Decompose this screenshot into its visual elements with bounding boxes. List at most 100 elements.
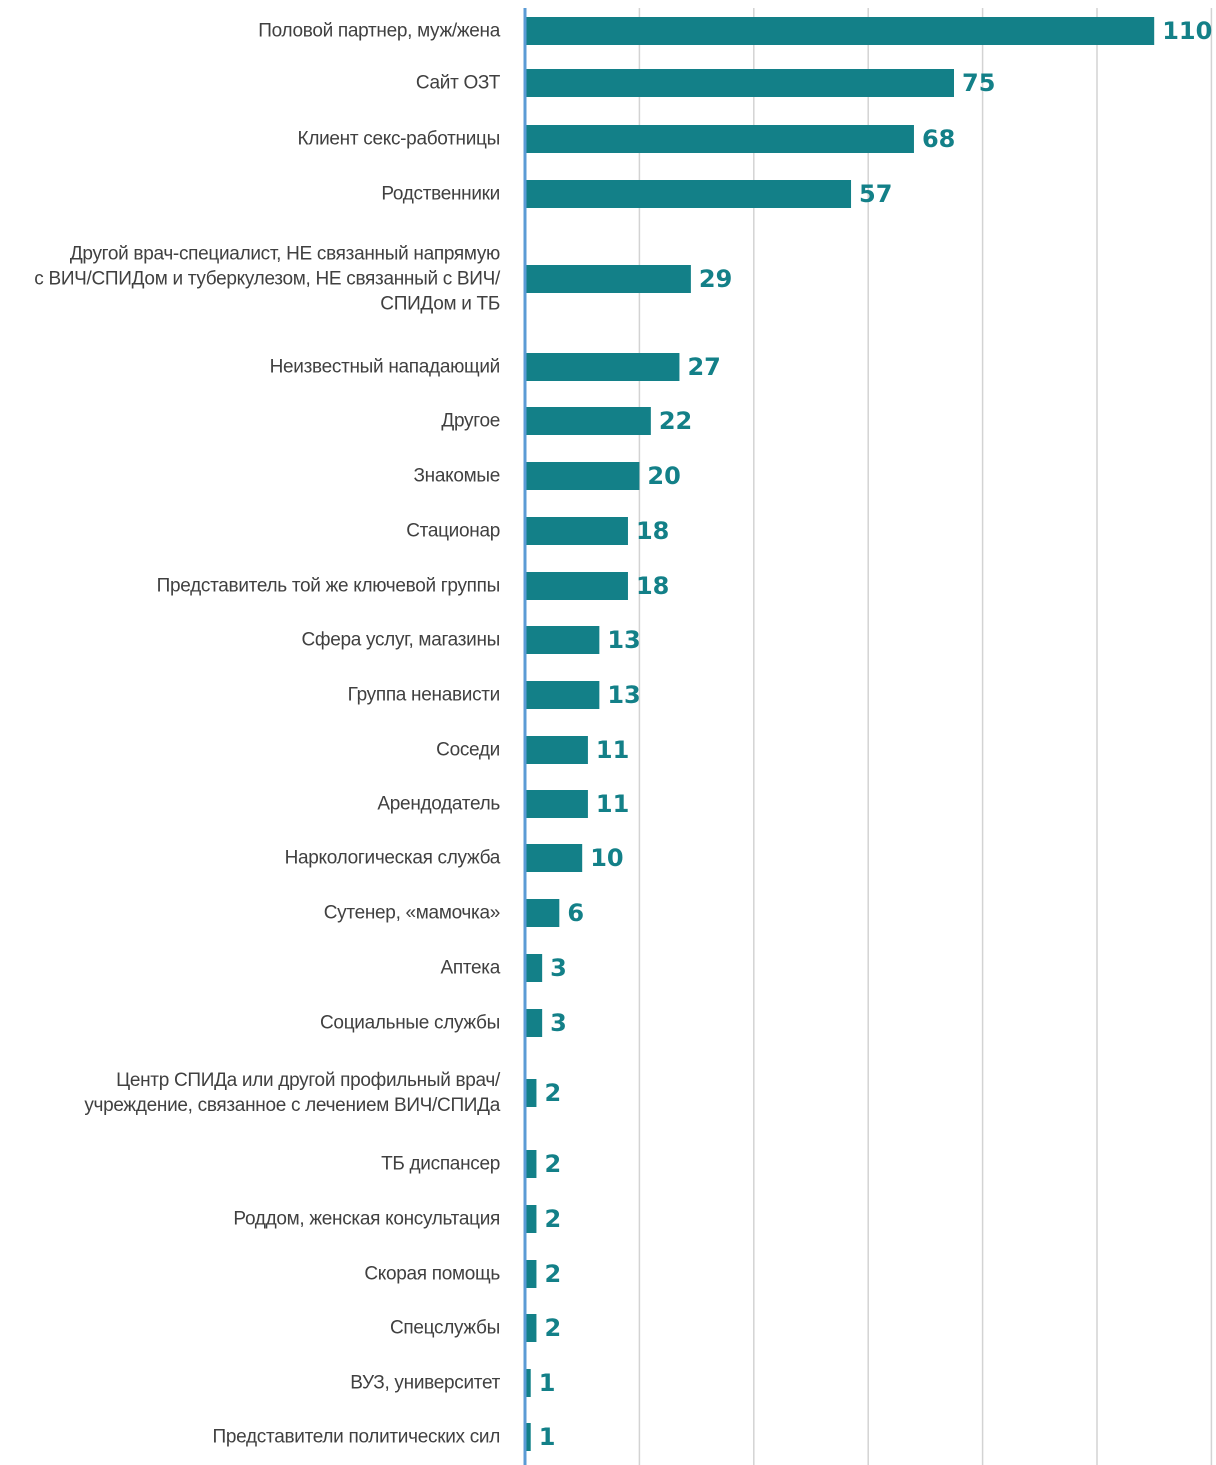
category-label-line: СПИДом и ТБ — [380, 294, 500, 315]
data-label: 3 — [550, 954, 567, 982]
bar — [525, 407, 651, 435]
category-label: Сфера услуг, магазины — [301, 630, 500, 651]
category-label: ТБ диспансер — [381, 1154, 500, 1175]
bar — [525, 1369, 531, 1397]
data-label: 22 — [659, 407, 692, 435]
data-label: 10 — [590, 844, 623, 872]
bar — [525, 1009, 543, 1037]
data-label: 6 — [567, 899, 584, 927]
category-label-line: учреждение, связанное с лечением ВИЧ/СПИ… — [84, 1095, 500, 1116]
bar — [525, 1205, 537, 1233]
data-labels: 1107568572927222018181313111110633222221… — [539, 17, 1213, 1451]
bar — [525, 1150, 537, 1178]
bar — [525, 353, 680, 381]
category-label-line: Группа ненависти — [348, 685, 500, 706]
category-label: Половой партнер, муж/жена — [258, 21, 500, 42]
category-label-line: с ВИЧ/СПИДом и туберкулезом, НЕ связанны… — [34, 269, 501, 290]
category-label-line: Спецслужбы — [390, 1318, 500, 1339]
category-label: Другой врач-специалист, НЕ связанный нап… — [34, 244, 501, 315]
category-label-line: Половой партнер, муж/жена — [258, 21, 500, 42]
category-label: Арендодатель — [377, 794, 500, 815]
data-label: 11 — [596, 790, 629, 818]
bar — [525, 790, 588, 818]
category-label: Другое — [441, 411, 500, 432]
bar — [525, 736, 588, 764]
category-label-line: Центр СПИДа или другой профильный врач/ — [116, 1070, 501, 1091]
category-label: Наркологическая служба — [285, 848, 501, 869]
data-label: 2 — [544, 1150, 561, 1178]
data-label: 20 — [647, 462, 680, 490]
bar — [525, 517, 628, 545]
bar — [525, 125, 914, 153]
category-label: Роддом, женская консультация — [233, 1209, 500, 1230]
bar — [525, 180, 852, 208]
data-label: 3 — [550, 1009, 567, 1037]
category-labels: Половой партнер, муж/жена Сайт ОЗТ Клиент … — [34, 21, 501, 1448]
category-label: Аптека — [440, 958, 500, 979]
bar — [525, 626, 600, 654]
bar — [525, 1423, 531, 1451]
category-label: Соседи — [436, 740, 500, 761]
data-label: 110 — [1162, 17, 1212, 45]
gridlines — [638, 8, 1213, 1465]
category-label-line: Арендодатель — [377, 794, 500, 815]
category-label: Сутенер, «мамочка» — [324, 903, 500, 924]
data-label: 18 — [636, 517, 669, 545]
bar — [525, 462, 640, 490]
bar — [525, 265, 691, 293]
data-label: 13 — [607, 626, 640, 654]
bar — [525, 1079, 537, 1107]
data-label: 1 — [539, 1423, 556, 1451]
category-label: Группа ненависти — [348, 685, 500, 706]
category-label: Социальные службы — [320, 1013, 500, 1034]
category-label: Стационар — [406, 521, 500, 542]
data-label: 57 — [859, 180, 892, 208]
bar — [525, 572, 628, 600]
category-label-line: Сутенер, «мамочка» — [324, 903, 500, 924]
category-label: Знакомые — [413, 466, 500, 487]
category-label-line: Представители политических сил — [213, 1427, 500, 1448]
category-label-line: Представитель той же ключевой группы — [157, 576, 500, 597]
category-label-line: Социальные службы — [320, 1013, 500, 1034]
bar — [525, 69, 954, 97]
category-label-line: Знакомые — [413, 466, 500, 487]
category-label-line: Наркологическая служба — [285, 848, 501, 869]
category-label-line: Сайт ОЗТ — [416, 73, 501, 94]
category-label-line: Родственники — [381, 184, 500, 205]
bar — [525, 1260, 537, 1288]
data-label: 27 — [687, 353, 720, 381]
data-label: 13 — [607, 681, 640, 709]
category-label-line: Другой врач-специалист, НЕ связанный нап… — [70, 244, 500, 265]
data-label: 2 — [544, 1079, 561, 1107]
bar — [525, 1314, 537, 1342]
category-label-line: Неизвестный нападающий — [270, 357, 500, 378]
category-label-line: ВУЗ, университет — [350, 1373, 500, 1394]
category-label-line: Клиент секс-работницы — [298, 129, 500, 150]
category-label: Центр СПИДа или другой профильный врач/у… — [84, 1070, 501, 1116]
data-label: 2 — [544, 1205, 561, 1233]
category-label-line: Соседи — [436, 740, 500, 761]
category-label-line: Стационар — [406, 521, 500, 542]
category-label-line: Роддом, женская консультация — [233, 1209, 500, 1230]
bar — [525, 17, 1155, 45]
bar — [525, 899, 560, 927]
category-label: Родственники — [381, 184, 500, 205]
data-label: 29 — [699, 265, 732, 293]
category-label-line: Аптека — [440, 958, 500, 979]
category-label: Сайт ОЗТ — [416, 73, 501, 94]
category-label-line: Другое — [441, 411, 500, 432]
category-label: Представитель той же ключевой группы — [157, 576, 500, 597]
bars — [525, 17, 1155, 1451]
category-label: Скорая помощь — [364, 1264, 500, 1285]
bar — [525, 844, 583, 872]
category-label: ВУЗ, университет — [350, 1373, 500, 1394]
bar — [525, 954, 543, 982]
category-label-line: Сфера услуг, магазины — [301, 630, 500, 651]
data-label: 18 — [636, 572, 669, 600]
data-label: 2 — [544, 1260, 561, 1288]
category-label: Неизвестный нападающий — [270, 357, 500, 378]
category-label: Клиент секс-работницы — [298, 129, 500, 150]
data-label: 11 — [596, 736, 629, 764]
